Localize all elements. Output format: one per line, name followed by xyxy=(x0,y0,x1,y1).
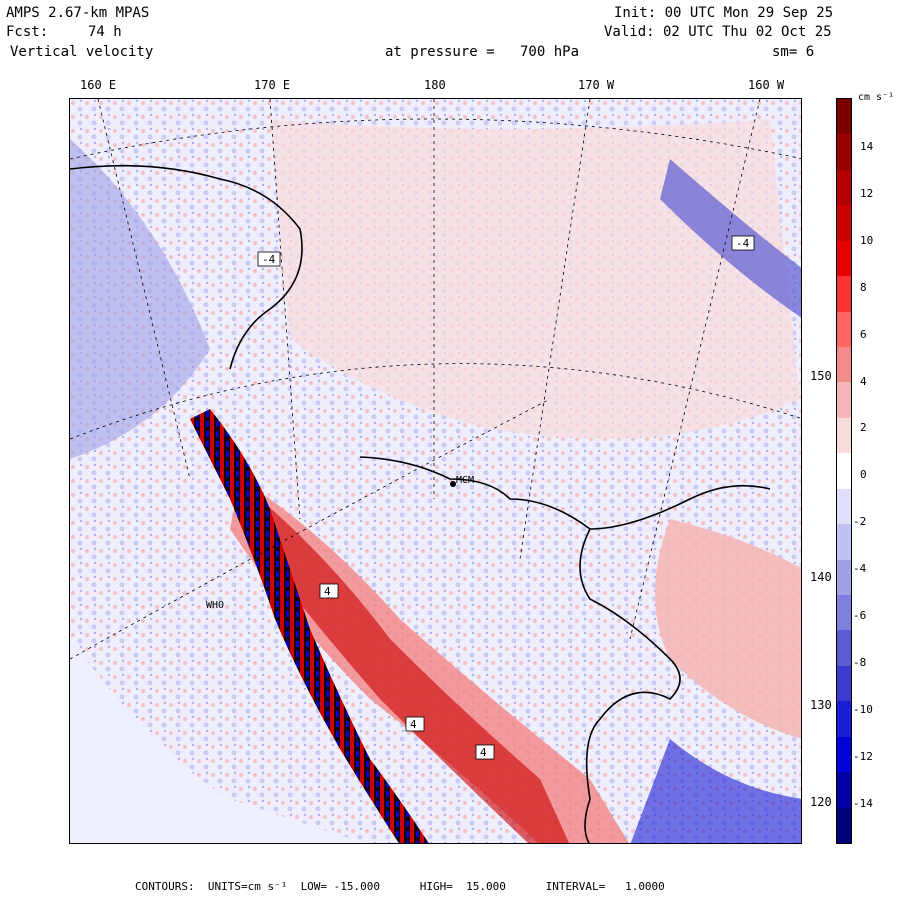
pressure-label: at pressure = xyxy=(385,44,495,60)
station-who: WHO xyxy=(206,600,225,611)
colorbar-tick-label: 10 xyxy=(860,233,874,247)
colorbar-tick-label: 2 xyxy=(860,421,867,435)
colorbar-swatch xyxy=(837,205,851,242)
colorbar-swatch xyxy=(837,453,851,490)
colorbar-swatch xyxy=(837,701,851,738)
colorbar-swatch xyxy=(837,595,851,631)
colorbar-swatch xyxy=(837,807,851,844)
colorbar-tick-label: -14 xyxy=(853,796,873,810)
contour-label-pos: 4 xyxy=(324,585,331,598)
colorbar-tick-label: 14 xyxy=(860,140,874,153)
colorbar-swatch xyxy=(837,347,851,383)
colorbar-swatch xyxy=(837,665,851,702)
colorbar-swatch xyxy=(837,382,851,419)
colorbar-swatch xyxy=(837,488,851,525)
lon-label-160e: 160 E xyxy=(80,78,117,92)
smoothing-value: sm= 6 xyxy=(772,44,815,60)
colorbar-tick-label: 6 xyxy=(860,327,867,341)
contour-label-pos: 4 xyxy=(410,718,417,731)
colorbar-tick-label: -4 xyxy=(853,562,867,576)
station-mcm: MCM xyxy=(456,475,475,486)
lon-label-170e: 170 E xyxy=(254,78,291,92)
contour-info-footer: CONTOURS: UNITS=cm s⁻¹ LOW= -15.000 HIGH… xyxy=(135,880,665,893)
colorbar-tick-label: 0 xyxy=(860,468,867,482)
forecast-hour: 74 h xyxy=(88,24,122,40)
colorbar-tick-label: -8 xyxy=(853,655,867,669)
colorbar-tick-label: -10 xyxy=(853,702,873,716)
colorbar-tick-label: 8 xyxy=(860,280,867,294)
colorbar-swatch xyxy=(837,559,851,596)
colorbar-swatch xyxy=(837,99,851,135)
colorbar-swatch xyxy=(837,169,851,206)
map-panel: -4 -4 4 4 4 xyxy=(69,98,802,844)
vertical-velocity-map: -4 -4 4 4 4 xyxy=(70,99,801,843)
colorbar-swatch xyxy=(837,276,851,313)
colorbar-swatch xyxy=(837,772,851,809)
init-time: Init: 00 UTC Mon 29 Sep 25 xyxy=(614,5,834,21)
contour-label-neg: -4 xyxy=(262,253,276,266)
lon-label-160w: 160 W xyxy=(748,78,785,92)
colorbar-swatch xyxy=(837,736,851,773)
colorbar-tick-label: 12 xyxy=(860,186,874,200)
valid-time: Valid: 02 UTC Thu 02 Oct 25 xyxy=(604,24,832,40)
forecast-label: Fcst: xyxy=(6,24,49,40)
colorbar-swatch xyxy=(837,311,851,348)
colorbar-tick-label: -2 xyxy=(853,515,867,529)
colorbar-tick-label: -6 xyxy=(853,609,867,622)
model-title: AMPS 2.67-km MPAS xyxy=(6,5,150,21)
lon-label-170w: 170 W xyxy=(578,78,615,92)
colorbar-unit: cm s⁻¹ xyxy=(858,92,895,103)
colorbar-tick-label: 4 xyxy=(860,374,867,388)
lon-label-180: 180 xyxy=(424,78,446,92)
colorbar-tick-label: -12 xyxy=(853,749,873,763)
contour-label-neg: -4 xyxy=(736,237,750,250)
colorbar-swatch xyxy=(837,134,851,171)
colorbar xyxy=(836,98,852,844)
pressure-value: 700 hPa xyxy=(520,44,580,60)
colorbar-swatch xyxy=(837,240,851,277)
colorbar-swatch xyxy=(837,630,851,667)
contour-label-pos: 4 xyxy=(480,746,487,759)
field-name: Vertical velocity xyxy=(10,44,154,60)
colorbar-swatch xyxy=(837,524,851,561)
colorbar-swatch xyxy=(837,417,851,454)
